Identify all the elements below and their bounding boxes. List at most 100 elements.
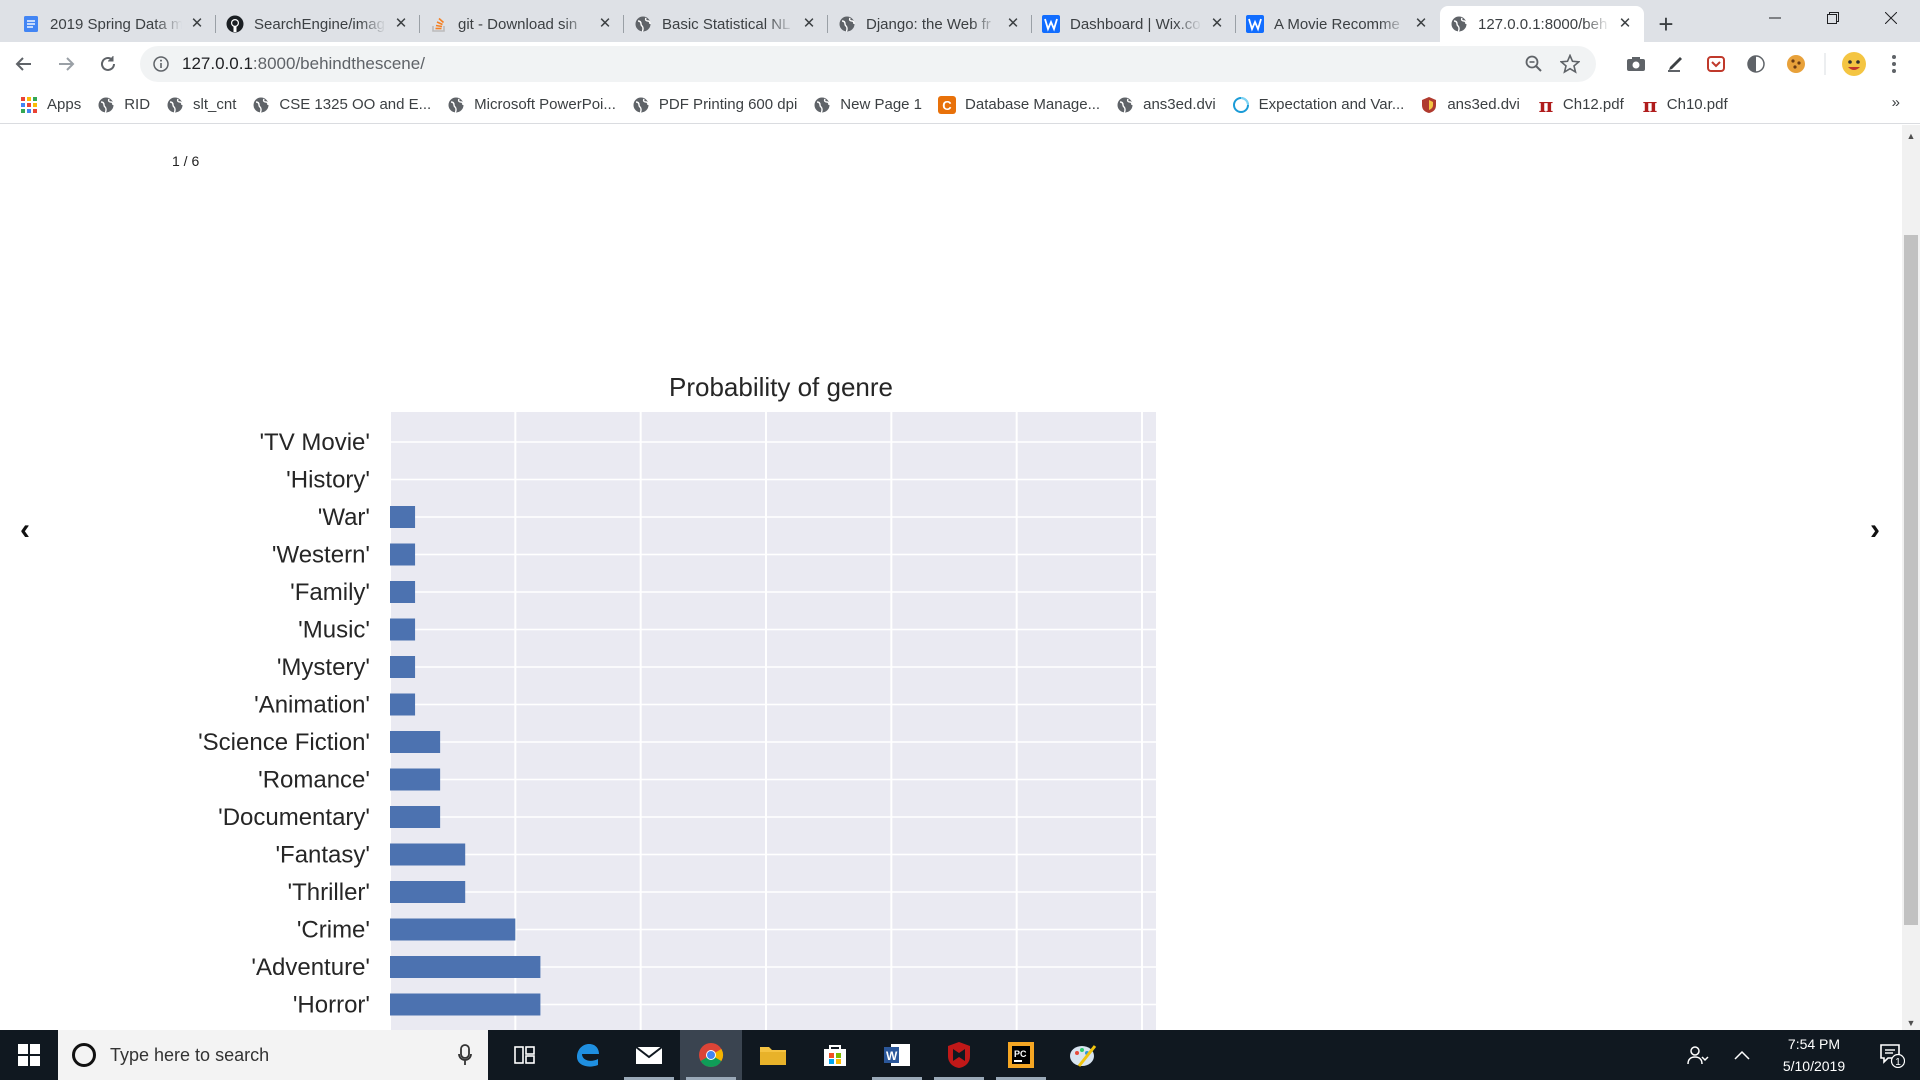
pocket-extension-icon[interactable] [1696,46,1736,82]
wix-icon [1246,15,1264,33]
close-tab-icon[interactable]: ✕ [802,15,816,32]
y-tick-label: 'History' [286,467,370,494]
bookmark-item[interactable]: π Ch10.pdf [1632,90,1736,120]
zoom-icon [1525,55,1542,72]
browser-tab[interactable]: Dashboard | Wix.co ✕ [1032,6,1236,42]
tab-title: 2019 Spring Data m [50,15,182,33]
action-center-button[interactable]: 1 [1864,1030,1920,1080]
close-window-button[interactable] [1862,0,1920,36]
url-text[interactable]: 127.0.0.1:8000/behindthescene/ [182,54,425,74]
bookmarks-overflow-button[interactable]: » [1891,94,1900,111]
taskbar-mcafee[interactable] [928,1030,990,1080]
y-tick-label: 'Music' [298,617,370,644]
bookmark-item[interactable]: C Database Manage... [930,90,1108,120]
browser-tab[interactable]: 2019 Spring Data m ✕ [12,6,216,42]
pen-extension-icon[interactable] [1656,46,1696,82]
back-button[interactable] [6,46,42,82]
taskbar-pycharm[interactable]: PC [990,1030,1052,1080]
taskbar-mail[interactable] [618,1030,680,1080]
clock-date: 5/10/2019 [1782,1058,1846,1074]
cortana-icon [72,1043,96,1067]
genre-bar [390,731,441,753]
genre-bar [390,918,516,941]
taskbar-file-explorer[interactable] [742,1030,804,1080]
bookmark-item[interactable]: Expectation and Var... [1224,90,1413,120]
bookmark-item[interactable]: ans3ed.dvi [1108,90,1224,120]
svg-text:π: π [1539,96,1554,114]
bookmark-item[interactable]: Apps [12,90,89,120]
info-icon[interactable] [152,55,170,73]
browser-tab[interactable]: 127.0.0.1:8000/beh ✕ [1440,6,1644,42]
close-tab-icon[interactable]: ✕ [1006,15,1020,32]
bookmark-item[interactable]: Microsoft PowerPoi... [439,90,624,120]
y-tick-label: 'Horror' [293,992,370,1019]
bookmark-item[interactable]: PDF Printing 600 dpi [624,90,805,120]
zoom-button[interactable] [1516,46,1552,82]
taskbar-clock[interactable]: 7:54 PM 5/10/2019 [1764,1033,1864,1077]
cookie-extension-icon[interactable] [1776,46,1816,82]
genre-bar [390,806,441,828]
system-tray: 7:54 PM 5/10/2019 1 [1676,1030,1920,1080]
bookmark-item[interactable]: CSE 1325 OO and E... [244,90,439,120]
people-button[interactable] [1676,1030,1720,1080]
page-scrollbar[interactable]: ▲ ▼ [1902,125,1920,1030]
close-tab-icon[interactable]: ✕ [1210,15,1224,32]
bookmark-item[interactable]: π Ch12.pdf [1528,90,1632,120]
close-tab-icon[interactable]: ✕ [190,15,204,32]
genre-bar [390,956,541,978]
bookmark-item[interactable]: slt_cnt [158,90,244,120]
y-tick-label: 'Animation' [254,692,370,719]
scroll-up-arrow[interactable]: ▲ [1906,131,1916,141]
y-tick-label: 'Documentary' [218,804,370,831]
next-slide-button[interactable]: › [1870,513,1880,546]
close-tab-icon[interactable]: ✕ [598,15,612,32]
bookmark-item[interactable]: New Page 1 [805,90,930,120]
browser-tab[interactable]: Basic Statistical NL ✕ [624,6,828,42]
browser-tab[interactable]: Django: the Web fr ✕ [828,6,1032,42]
circle-extension-icon[interactable] [1736,46,1776,82]
close-tab-icon[interactable]: ✕ [394,15,408,32]
restore-button[interactable] [1804,0,1862,36]
stackoverflow-icon [430,15,448,33]
globe-icon [838,15,856,33]
taskbar-search-box[interactable]: Type here to search [58,1030,488,1080]
bookmark-item[interactable]: ans3ed.dvi [1412,90,1528,120]
camera-extension-icon[interactable] [1616,46,1656,82]
close-tab-icon[interactable]: ✕ [1414,15,1428,32]
address-bar[interactable]: 127.0.0.1:8000/behindthescene/ [140,46,1596,82]
circle-icon [1232,96,1250,114]
minimize-button[interactable] [1746,0,1804,36]
taskbar-paint[interactable] [1052,1030,1114,1080]
forward-button[interactable] [48,46,84,82]
reload-button[interactable] [90,46,126,82]
show-hidden-icons-button[interactable] [1720,1030,1764,1080]
prev-slide-button[interactable]: ‹ [20,513,30,546]
microphone-icon[interactable] [458,1044,472,1071]
close-tab-icon[interactable]: ✕ [1618,15,1632,32]
chrome-menu-button[interactable] [1874,46,1914,82]
globe-icon [1116,96,1134,114]
scroll-down-arrow[interactable]: ▼ [1906,1018,1916,1028]
profile-avatar[interactable] [1834,46,1874,82]
bookmark-label: CSE 1325 OO and E... [279,96,432,113]
browser-tab[interactable]: SearchEngine/imag ✕ [216,6,420,42]
genre-bar [390,768,441,791]
bookmark-star-button[interactable] [1552,46,1588,82]
browser-tab[interactable]: A Movie Recomme ✕ [1236,6,1440,42]
new-tab-button[interactable]: + [1658,8,1674,39]
taskbar-word[interactable]: W [866,1030,928,1080]
slide-counter: 1 / 6 [172,153,200,169]
taskbar-edge[interactable] [556,1030,618,1080]
start-button[interactable] [0,1030,58,1080]
store-icon [824,1045,846,1066]
genre-bar [390,656,416,678]
browser-tab[interactable]: git - Download sin ✕ [420,6,624,42]
bookmark-item[interactable]: RID [89,90,158,120]
svg-text:PC: PC [1014,1049,1027,1059]
kebab-menu-icon [1892,55,1896,73]
taskbar-chrome[interactable] [680,1030,742,1080]
task-view-button[interactable] [494,1030,556,1080]
taskbar-store[interactable] [804,1030,866,1080]
scrollbar-thumb[interactable] [1904,235,1918,925]
y-tick-label: 'War' [318,504,370,531]
